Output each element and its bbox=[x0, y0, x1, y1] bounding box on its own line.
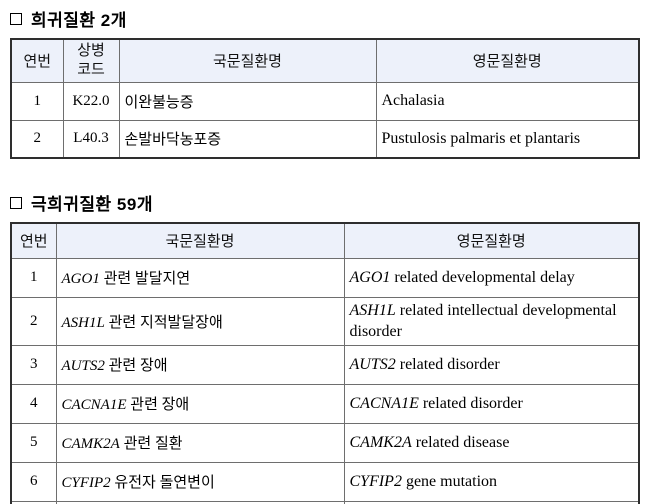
header-cell-disease-code: 상병코드 bbox=[62, 38, 120, 83]
cell-no: 4 bbox=[10, 383, 57, 424]
gene-name: ASH1L bbox=[61, 314, 105, 331]
korean-name-text: 관련 장애 bbox=[130, 397, 190, 414]
header-label: 국문질환명 bbox=[212, 53, 282, 71]
section-title-text: 극희귀질환 59개 bbox=[31, 195, 153, 214]
table-row: 5 CAMK2A 관련 질환 CAMK2A related disease bbox=[10, 422, 640, 463]
header-cell-korean-name: 국문질환명 bbox=[118, 38, 377, 83]
cell-disease-code: L40.3 bbox=[62, 119, 120, 159]
gene-name: AGO1 bbox=[61, 271, 100, 287]
gene-name: CACNA1E bbox=[61, 397, 127, 414]
table-header-row: 연번 국문질환명 영문질환명 bbox=[10, 222, 640, 259]
header-label: 연번 bbox=[19, 233, 48, 251]
header-cell-no: 연번 bbox=[10, 222, 57, 259]
english-name-text: related disease bbox=[415, 433, 510, 451]
table-row: 1 AGO1 관련 발달지연 AGO1 related developmenta… bbox=[10, 257, 640, 298]
cell-no: 2 bbox=[10, 296, 57, 346]
header-cell-korean-name: 국문질환명 bbox=[55, 222, 345, 259]
cell-english-name: CACNA1E related disorder bbox=[343, 383, 640, 424]
english-name-text: related developmental delay bbox=[394, 268, 575, 286]
table-row: 2 ASH1L 관련 지적발달장애 ASH1L related intellec… bbox=[10, 296, 640, 346]
cell-korean-name: 손발바닥농포증 bbox=[118, 119, 377, 159]
cell-english-name: CYFIP2 gene mutation bbox=[343, 461, 640, 502]
header-cell-english-name: 영문질환명 bbox=[343, 222, 640, 259]
cell-english-name: ASH1L related intellectual developmental… bbox=[343, 296, 640, 346]
cell-korean-name: 이완불능증 bbox=[118, 81, 377, 121]
cell-no: 6 bbox=[10, 461, 57, 502]
header-cell-english-name: 영문질환명 bbox=[375, 38, 640, 83]
table-row: 3 AUTS2 관련 장애 AUTS2 related disorder bbox=[10, 344, 640, 385]
cell-korean-name: ASH1L 관련 지적발달장애 bbox=[55, 296, 345, 346]
cell-disease-code: K22.0 bbox=[62, 81, 120, 121]
cell-korean-name: CAMK2A 관련 질환 bbox=[55, 422, 345, 463]
header-cell-no: 연번 bbox=[10, 38, 64, 83]
table-row-partial bbox=[10, 500, 640, 504]
square-bullet-icon bbox=[10, 196, 22, 209]
cell-no: 1 bbox=[10, 257, 57, 298]
cell-english-name: AGO1 related developmental delay bbox=[343, 257, 640, 298]
english-name-text: related disorder bbox=[422, 394, 523, 412]
korean-name-text: 관련 지적발달장애 bbox=[108, 314, 223, 331]
gene-name: CYFIP2 bbox=[349, 472, 402, 490]
cell-no: 2 bbox=[10, 119, 64, 159]
cell-korean-name: CACNA1E 관련 장애 bbox=[55, 383, 345, 424]
gene-name: CAMK2A bbox=[349, 433, 412, 451]
gene-name: ASH1L bbox=[349, 301, 396, 319]
section-title-text: 희귀질환 2개 bbox=[31, 11, 127, 30]
header-label: 국문질환명 bbox=[165, 233, 235, 251]
square-bullet-icon bbox=[10, 12, 22, 25]
cell-no: 5 bbox=[10, 422, 57, 463]
rare-diseases-table: 연번 상병코드 국문질환명 영문질환명 1 K22.0 이완불능증 Achala… bbox=[10, 38, 640, 159]
section-title-rare-diseases: 희귀질환 2개 bbox=[10, 6, 638, 31]
gene-name: AGO1 bbox=[349, 268, 391, 286]
cell-english-name: Achalasia bbox=[375, 81, 640, 121]
gene-name: CACNA1E bbox=[349, 394, 419, 412]
korean-name-text: 관련 장애 bbox=[108, 358, 168, 375]
gene-name: AUTS2 bbox=[349, 355, 396, 373]
header-label: 상병코드 bbox=[77, 42, 105, 78]
header-label: 연번 bbox=[23, 53, 52, 71]
gene-name: CYFIP2 bbox=[61, 475, 111, 492]
cell-korean-name: CYFIP2 유전자 돌연변이 bbox=[55, 461, 345, 502]
korean-name-text: 유전자 돌연변이 bbox=[114, 475, 215, 492]
cell-korean-name: AGO1 관련 발달지연 bbox=[55, 257, 345, 298]
cell-english-name: AUTS2 related disorder bbox=[343, 344, 640, 385]
table-row: 2 L40.3 손발바닥농포증 Pustulosis palmaris et p… bbox=[10, 119, 640, 159]
ultra-rare-diseases-table: 연번 국문질환명 영문질환명 1 AGO1 관련 발달지연 AGO1 relat… bbox=[10, 222, 640, 504]
section-title-ultra-rare-diseases: 극희귀질환 59개 bbox=[10, 190, 638, 215]
cell-english-name bbox=[343, 500, 640, 504]
english-name-text: related intellectual developmental disor… bbox=[349, 301, 617, 341]
cell-korean-name: AUTS2 관련 장애 bbox=[55, 344, 345, 385]
header-label: 영문질환명 bbox=[472, 53, 542, 71]
cell-english-name: CAMK2A related disease bbox=[343, 422, 640, 463]
korean-name-text: 관련 질환 bbox=[123, 436, 183, 453]
gene-name: CAMK2A bbox=[61, 436, 120, 453]
english-name-text: gene mutation bbox=[405, 472, 498, 490]
cell-no: 3 bbox=[10, 344, 57, 385]
gene-name: AUTS2 bbox=[61, 358, 105, 375]
korean-name-text: 관련 발달지연 bbox=[103, 271, 191, 287]
table-row: 6 CYFIP2 유전자 돌연변이 CYFIP2 gene mutation bbox=[10, 461, 640, 502]
table-row: 4 CACNA1E 관련 장애 CACNA1E related disorder bbox=[10, 383, 640, 424]
table-header-row: 연번 상병코드 국문질환명 영문질환명 bbox=[10, 38, 640, 83]
table-row: 1 K22.0 이완불능증 Achalasia bbox=[10, 81, 640, 121]
cell-no: 1 bbox=[10, 81, 64, 121]
cell-english-name: Pustulosis palmaris et plantaris bbox=[375, 119, 640, 159]
english-name-text: related disorder bbox=[399, 355, 500, 373]
header-label: 영문질환명 bbox=[456, 233, 526, 251]
